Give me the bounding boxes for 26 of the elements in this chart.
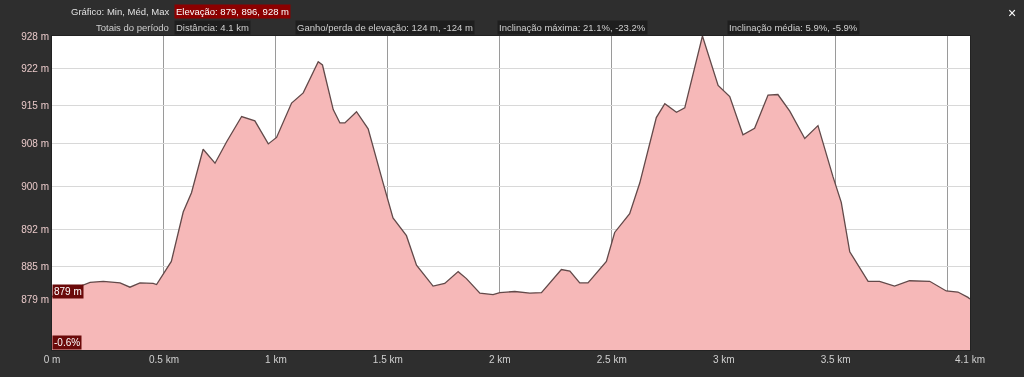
y-tick-label: 900 m xyxy=(21,180,49,192)
x-tick-label: 1 km xyxy=(265,354,287,365)
text: Elevação: 879, 896, 928 m xyxy=(176,6,290,17)
y-tick-label: 879 m xyxy=(21,293,49,305)
y-tick-label: 915 m xyxy=(21,100,49,112)
text: Gráfico: Min, Méd, Max xyxy=(71,6,170,17)
text: × xyxy=(1008,5,1017,21)
x-tick-label: 3.5 km xyxy=(820,354,851,365)
x-tick-label: 4.1 km xyxy=(954,354,986,365)
text: Ganho/perda de elevação: 124 m, -124 m xyxy=(297,22,473,33)
x-tick-label: 3 km xyxy=(712,354,735,365)
y-tick-label: 885 m xyxy=(21,261,49,273)
x-tick-label: 2.5 km xyxy=(596,354,627,365)
text: Inclinação máxima: 21.1%, -23.2% xyxy=(499,22,646,33)
annotation: -0.6% xyxy=(54,337,81,348)
text: Totais do período xyxy=(96,22,169,33)
x-tick-label: 2 km xyxy=(488,354,511,365)
x-tick-label: 1.5 km xyxy=(372,354,403,365)
text: Inclinação média: 5.9%, -5.9% xyxy=(729,22,858,33)
y-tick-label: 908 m xyxy=(21,137,49,149)
y-tick-label: 928 m xyxy=(21,30,49,42)
y-tick-label: 892 m xyxy=(21,223,49,235)
x-tick-label: 0.5 km xyxy=(148,354,179,365)
y-tick-label: 922 m xyxy=(21,62,49,74)
x-tick-label: 0 m xyxy=(43,354,61,365)
text: Distância: 4.1 km xyxy=(176,22,249,33)
